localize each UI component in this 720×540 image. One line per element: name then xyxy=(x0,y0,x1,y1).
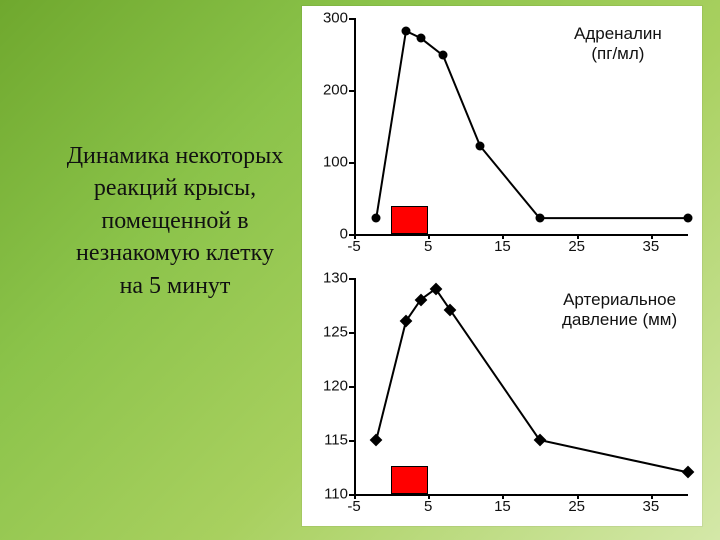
y-tick-label: 130 xyxy=(323,270,354,287)
chart-title: Адреналин(пг/мл) xyxy=(574,24,662,65)
y-tick-label: 100 xyxy=(323,154,354,171)
y-tick-label: 300 xyxy=(323,10,354,27)
data-marker xyxy=(476,142,485,151)
data-marker xyxy=(372,214,381,223)
y-tick-label: 125 xyxy=(323,324,354,341)
y-tick-label: 115 xyxy=(324,432,354,449)
data-marker xyxy=(684,214,693,223)
chart-adrenaline: 0100200300-55152535Адреналин(пг/мл) xyxy=(302,6,702,266)
plot-area-top: 0100200300-55152535Адреналин(пг/мл) xyxy=(354,12,692,262)
data-marker xyxy=(535,214,544,223)
slide: Динамика некоторых реакций крысы, помеще… xyxy=(0,0,720,540)
charts-panel: 0100200300-55152535Адреналин(пг/мл) 1101… xyxy=(302,6,702,526)
plot-area-bottom: 110115120125130-55152535Артериальноедавл… xyxy=(354,272,692,522)
y-tick-label: 120 xyxy=(323,378,354,395)
data-marker xyxy=(439,51,448,60)
caption-text: Динамика некоторых реакций крысы, помеще… xyxy=(60,140,290,302)
y-tick-label: 200 xyxy=(323,82,354,99)
chart-title: Артериальноедавление (мм) xyxy=(562,290,677,331)
data-marker xyxy=(401,26,410,35)
chart-blood-pressure: 110115120125130-55152535Артериальноедавл… xyxy=(302,266,702,526)
data-marker xyxy=(416,34,425,43)
